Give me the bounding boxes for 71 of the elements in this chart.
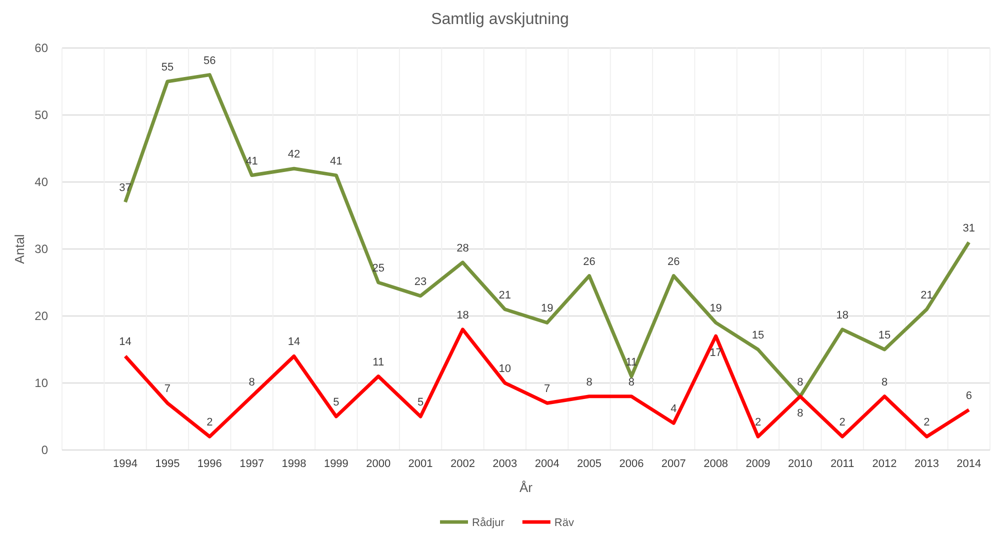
data-label: 2 [754,416,762,429]
x-tick-label: 2013 [914,458,939,470]
data-label: 14 [119,336,132,348]
data-label: 15 [752,330,764,342]
y-axis-title: Antal [12,234,27,264]
y-tick-label: 50 [34,108,48,122]
data-label: 28 [456,242,469,254]
data-label: 18 [456,309,469,322]
legend-label: Rådjur [472,517,505,529]
data-label: 5 [417,396,424,408]
x-tick-label: 1994 [113,458,138,470]
x-tick-label: 2007 [661,458,686,470]
x-tick-label: 2006 [619,458,644,470]
data-label: 8 [797,376,804,388]
data-label: 6 [966,390,972,402]
data-label: 8 [797,407,804,420]
x-tick-label: 2000 [366,458,391,470]
data-label: 8 [248,376,255,388]
data-label: 21 [920,289,933,302]
y-tick-label: 0 [41,442,48,457]
x-tick-label: 2012 [872,458,897,470]
data-label: 19 [710,302,722,315]
data-label: 7 [164,383,171,396]
data-label: 4 [670,403,677,416]
x-tick-label: 2005 [577,458,602,470]
data-label: 55 [161,62,174,74]
data-label: 19 [540,302,554,315]
data-label: 8 [586,376,592,388]
x-tick-label: 1997 [240,458,264,470]
x-tick-label: 2010 [788,458,812,470]
x-tick-label: 1995 [155,458,180,470]
x-tick-label: 2009 [746,458,770,470]
x-tick-label: 2001 [408,458,433,470]
data-label: 10 [498,363,512,375]
data-label: 41 [330,155,342,168]
x-tick-label: 2004 [534,458,560,470]
y-tick-label: 10 [34,376,48,390]
x-tick-label: 1996 [197,458,222,470]
data-label: 2 [924,416,930,429]
x-axis-title: År [520,480,534,495]
data-label: 31 [962,222,976,234]
data-label: 11 [372,356,384,368]
chart-title: Samtlig avskjutning [431,11,569,28]
y-tick-label: 40 [34,174,48,189]
data-label: 2 [206,416,213,429]
data-label: 14 [288,336,300,348]
data-label: 42 [288,148,300,161]
x-tick-label: 2008 [704,458,728,470]
x-tick-label: 2003 [492,458,518,470]
legend-label: Räv [554,517,574,529]
data-label: 8 [881,376,888,388]
data-label: 2 [839,416,846,429]
data-label: 26 [668,256,680,268]
y-tick-label: 30 [34,242,48,256]
data-label: 18 [836,309,848,322]
y-tick-label: 20 [34,308,48,323]
data-label: 23 [414,276,427,288]
x-tick-label: 1999 [324,458,348,470]
data-label: 7 [544,383,550,396]
x-tick-label: 1998 [282,458,306,470]
data-label: 26 [583,256,596,268]
x-tick-label: 2002 [450,458,475,470]
data-label: 56 [204,54,216,67]
data-label: 8 [628,376,635,388]
data-label: 15 [878,330,891,342]
data-label: 17 [710,347,722,360]
x-tick-label: 2011 [830,458,854,470]
x-tick-label: 2014 [956,458,982,470]
data-label: 21 [498,289,512,302]
data-label: 5 [333,396,340,408]
y-tick-label: 60 [34,40,48,55]
